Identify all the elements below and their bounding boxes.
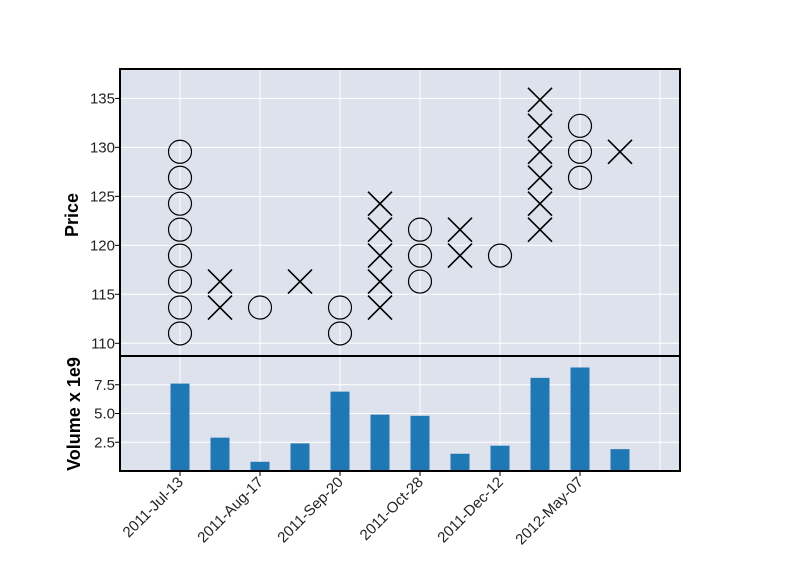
pnf-o-marker (567, 165, 593, 190)
volume-bar (210, 437, 230, 471)
pnf-o-marker (487, 243, 513, 268)
pnf-o-marker (167, 139, 193, 164)
price-tick-label: 135 (90, 90, 115, 107)
pnf-o-marker (327, 321, 353, 346)
pnf-o-marker (247, 295, 273, 320)
pnf-x-marker (207, 294, 233, 321)
volume-axis-label: Volume x 1e9 (64, 357, 84, 471)
x-ticks: 2011-Jul-13 2011-Aug-17 2011-Sep-20 2011-Oc… (120, 471, 587, 548)
price-tick-label: 115 (91, 286, 115, 303)
pnf-x-marker (367, 217, 393, 243)
pnf-o-marker (167, 217, 193, 242)
x-tick-label: 2011-Sep-20 (274, 474, 347, 547)
price-tick-label: 125 (90, 188, 115, 205)
pnf-o-marker (327, 295, 353, 320)
pnf-x-marker (607, 139, 633, 165)
volume-bar (330, 391, 350, 471)
x-tick-label: 2011-Oct-28 (357, 474, 427, 544)
price-panel-background (120, 69, 680, 356)
pnf-o-marker (567, 113, 593, 138)
volume-bar (410, 415, 430, 471)
pnf-x-marker (207, 268, 233, 295)
volume-bar (610, 449, 630, 471)
volume-bar (370, 414, 390, 471)
volume-y-ticks: 2.5 5.0 7.5 (94, 377, 120, 451)
volume-tick-label: 7.5 (94, 377, 115, 394)
pnf-x-marker (447, 217, 473, 243)
pnf-x-marker (527, 113, 553, 139)
volume-bar (250, 461, 270, 471)
pnf-x-marker (527, 139, 553, 165)
pnf-markers (167, 87, 633, 346)
pnf-o-marker (167, 321, 193, 346)
price-tick-label: 130 (90, 139, 115, 156)
pnf-x-marker (527, 191, 553, 217)
pnf-x-marker (527, 87, 553, 113)
price-tick-label: 110 (91, 335, 115, 352)
pnf-o-marker (167, 269, 193, 294)
volume-bar (290, 443, 310, 471)
pnf-o-marker (407, 269, 433, 294)
volume-bars (170, 367, 630, 471)
pnf-o-marker (567, 139, 593, 164)
x-tick-label: 2011-Jul-13 (120, 474, 187, 541)
pnf-o-marker (407, 243, 433, 268)
pnf-x-marker (447, 243, 473, 269)
pnf-o-marker (167, 191, 193, 216)
volume-bar (570, 367, 590, 471)
price-axis-label: Price (62, 193, 82, 237)
volume-bar (170, 383, 190, 471)
pnf-x-marker (367, 243, 393, 269)
pnf-o-marker (167, 165, 193, 190)
grid-lines (120, 69, 680, 471)
volume-tick-label: 2.5 (94, 434, 115, 451)
pnf-o-marker (407, 217, 433, 242)
x-tick-label: 2012-May-07 (512, 474, 587, 549)
volume-bar (450, 453, 470, 471)
x-tick-label: 2011-Dec-12 (434, 474, 507, 547)
pnf-x-marker (527, 217, 553, 243)
pnf-x-marker (367, 191, 393, 217)
pnf-o-marker (167, 243, 193, 268)
pnf-x-marker (367, 268, 393, 295)
pnf-x-marker (287, 268, 313, 295)
volume-bar (490, 445, 510, 471)
pnf-o-marker (167, 295, 193, 320)
price-tick-label: 120 (90, 237, 115, 254)
pnf-x-marker (527, 165, 553, 191)
price-y-ticks: 110 115 120 125 130 135 (90, 90, 120, 352)
volume-bar (530, 377, 550, 471)
volume-tick-label: 5.0 (94, 406, 115, 423)
pnf-x-marker (367, 294, 393, 321)
x-tick-label: 2011-Aug-17 (194, 474, 267, 547)
